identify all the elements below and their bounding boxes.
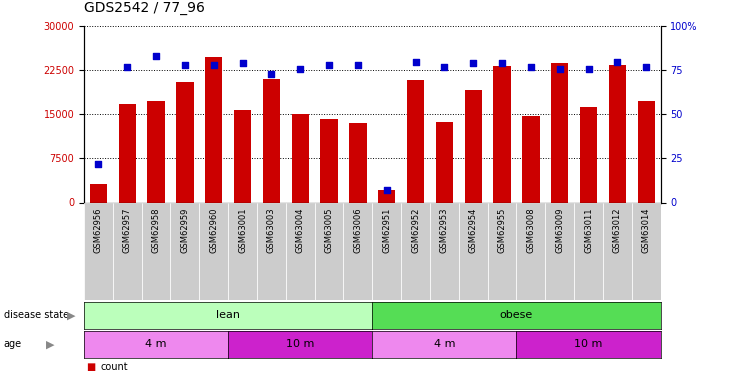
Text: GSM63009: GSM63009: [556, 207, 564, 253]
Text: 10 m: 10 m: [286, 339, 315, 349]
Bar: [228, 202, 257, 300]
Text: ■: ■: [86, 362, 96, 372]
Bar: [632, 202, 661, 300]
Text: GSM62951: GSM62951: [383, 207, 391, 253]
Point: [294, 66, 306, 72]
Text: obese: obese: [500, 310, 533, 320]
Bar: [234, 110, 251, 202]
Text: GSM63003: GSM63003: [267, 207, 276, 253]
Bar: [263, 79, 280, 203]
Bar: [176, 82, 193, 203]
Point: [381, 187, 393, 193]
Bar: [551, 63, 569, 202]
Bar: [291, 114, 309, 202]
Bar: [402, 202, 430, 300]
Bar: [580, 107, 597, 202]
Bar: [142, 202, 171, 300]
Bar: [488, 202, 517, 300]
Text: GSM62956: GSM62956: [94, 207, 103, 253]
Point: [352, 62, 364, 68]
Point: [525, 64, 537, 70]
Bar: [458, 202, 488, 300]
Bar: [257, 202, 285, 300]
Text: GSM62955: GSM62955: [498, 207, 507, 253]
Bar: [516, 202, 545, 300]
Text: disease state: disease state: [4, 310, 69, 320]
Bar: [170, 202, 199, 300]
Bar: [285, 202, 315, 300]
Point: [583, 66, 594, 72]
Point: [237, 60, 248, 66]
Point: [467, 60, 479, 66]
Text: GSM63008: GSM63008: [526, 207, 535, 253]
Bar: [113, 202, 142, 300]
Point: [208, 62, 220, 68]
Bar: [545, 202, 574, 300]
Text: GSM62960: GSM62960: [210, 207, 218, 253]
Text: GSM62954: GSM62954: [469, 207, 477, 253]
Bar: [522, 116, 539, 202]
Point: [410, 58, 421, 64]
Point: [150, 53, 162, 59]
Bar: [199, 202, 228, 300]
Point: [439, 64, 450, 70]
Bar: [372, 202, 401, 300]
Bar: [430, 202, 458, 300]
Bar: [464, 90, 482, 202]
Text: GSM63005: GSM63005: [325, 207, 334, 253]
Text: GDS2542 / 77_96: GDS2542 / 77_96: [84, 1, 205, 15]
Text: age: age: [4, 339, 22, 349]
Bar: [407, 80, 424, 203]
Bar: [118, 104, 136, 202]
Bar: [574, 202, 603, 300]
Bar: [378, 190, 396, 202]
Text: 10 m: 10 m: [575, 339, 603, 349]
Text: 4 m: 4 m: [145, 339, 166, 349]
Text: GSM62953: GSM62953: [440, 207, 449, 253]
Bar: [436, 122, 453, 202]
Text: GSM63001: GSM63001: [238, 207, 247, 253]
Bar: [205, 57, 223, 202]
Point: [179, 62, 191, 68]
Bar: [493, 66, 511, 203]
Bar: [637, 102, 655, 202]
Text: GSM62959: GSM62959: [180, 207, 189, 253]
Bar: [90, 184, 107, 203]
Text: GSM62952: GSM62952: [411, 207, 420, 253]
Bar: [84, 202, 112, 300]
Bar: [315, 202, 343, 300]
Bar: [603, 202, 632, 300]
Bar: [320, 119, 338, 202]
Point: [323, 62, 335, 68]
Text: ▶: ▶: [46, 339, 55, 349]
Text: GSM63004: GSM63004: [296, 207, 304, 253]
Text: lean: lean: [216, 310, 240, 320]
Text: GSM63011: GSM63011: [584, 207, 593, 253]
Text: GSM63014: GSM63014: [642, 207, 650, 253]
Point: [640, 64, 652, 70]
Text: GSM63006: GSM63006: [353, 207, 362, 253]
Bar: [147, 102, 165, 202]
Point: [496, 60, 508, 66]
Bar: [343, 202, 372, 300]
Bar: [349, 123, 366, 202]
Point: [121, 64, 133, 70]
Text: GSM62957: GSM62957: [123, 207, 131, 253]
Text: 4 m: 4 m: [434, 339, 455, 349]
Text: count: count: [100, 362, 128, 372]
Point: [266, 71, 277, 77]
Text: ▶: ▶: [67, 310, 76, 320]
Bar: [609, 65, 626, 203]
Text: GSM62958: GSM62958: [152, 207, 161, 253]
Text: GSM63012: GSM63012: [613, 207, 622, 253]
Point: [93, 161, 104, 167]
Point: [554, 66, 566, 72]
Point: [612, 58, 623, 64]
